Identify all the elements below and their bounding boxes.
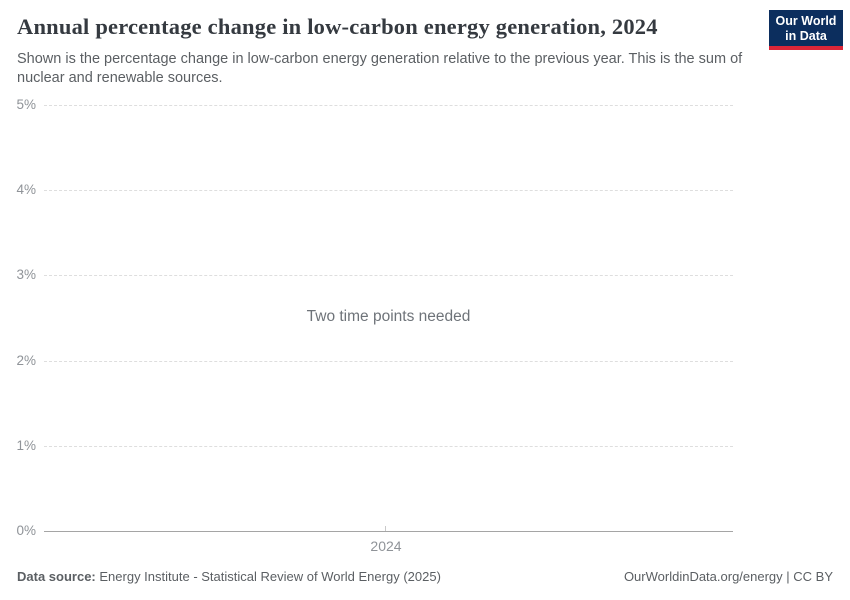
- data-source-value: Energy Institute - Statistical Review of…: [99, 569, 441, 584]
- gridline: [44, 190, 733, 192]
- gridline: [44, 445, 733, 447]
- y-axis-tick-label: 3%: [16, 267, 36, 283]
- attribution-link[interactable]: OurWorldinData.org/energy | CC BY: [623, 569, 833, 584]
- data-source: Data source: Energy Institute - Statisti…: [17, 569, 441, 584]
- x-axis-line: [44, 531, 733, 532]
- gridline: [44, 275, 733, 277]
- gridline: [44, 360, 733, 362]
- owid-logo-line2: in Data: [785, 29, 827, 43]
- gridline: [44, 105, 733, 106]
- y-axis-tick-label: 2%: [16, 352, 36, 368]
- x-axis-tick-label: 2024: [370, 538, 402, 554]
- data-source-label: Data source:: [17, 569, 96, 584]
- owid-logo-line1: Our World: [775, 14, 837, 28]
- y-axis-tick-label: 0%: [16, 523, 36, 538]
- chart-footer: Data source: Energy Institute - Statisti…: [17, 569, 833, 584]
- chart-subtitle: Shown is the percentage change in low-ca…: [17, 51, 743, 86]
- empty-chart-message: Two time points needed: [306, 308, 471, 325]
- owid-logo[interactable]: Our World in Data: [769, 10, 843, 50]
- y-axis-tick-label: 5%: [16, 97, 36, 112]
- x-axis-tick: [385, 526, 386, 531]
- y-axis-tick-label: 4%: [16, 182, 36, 198]
- y-axis-tick-label: 1%: [16, 437, 36, 453]
- page-title: Annual percentage change in low-carbon e…: [17, 14, 658, 39]
